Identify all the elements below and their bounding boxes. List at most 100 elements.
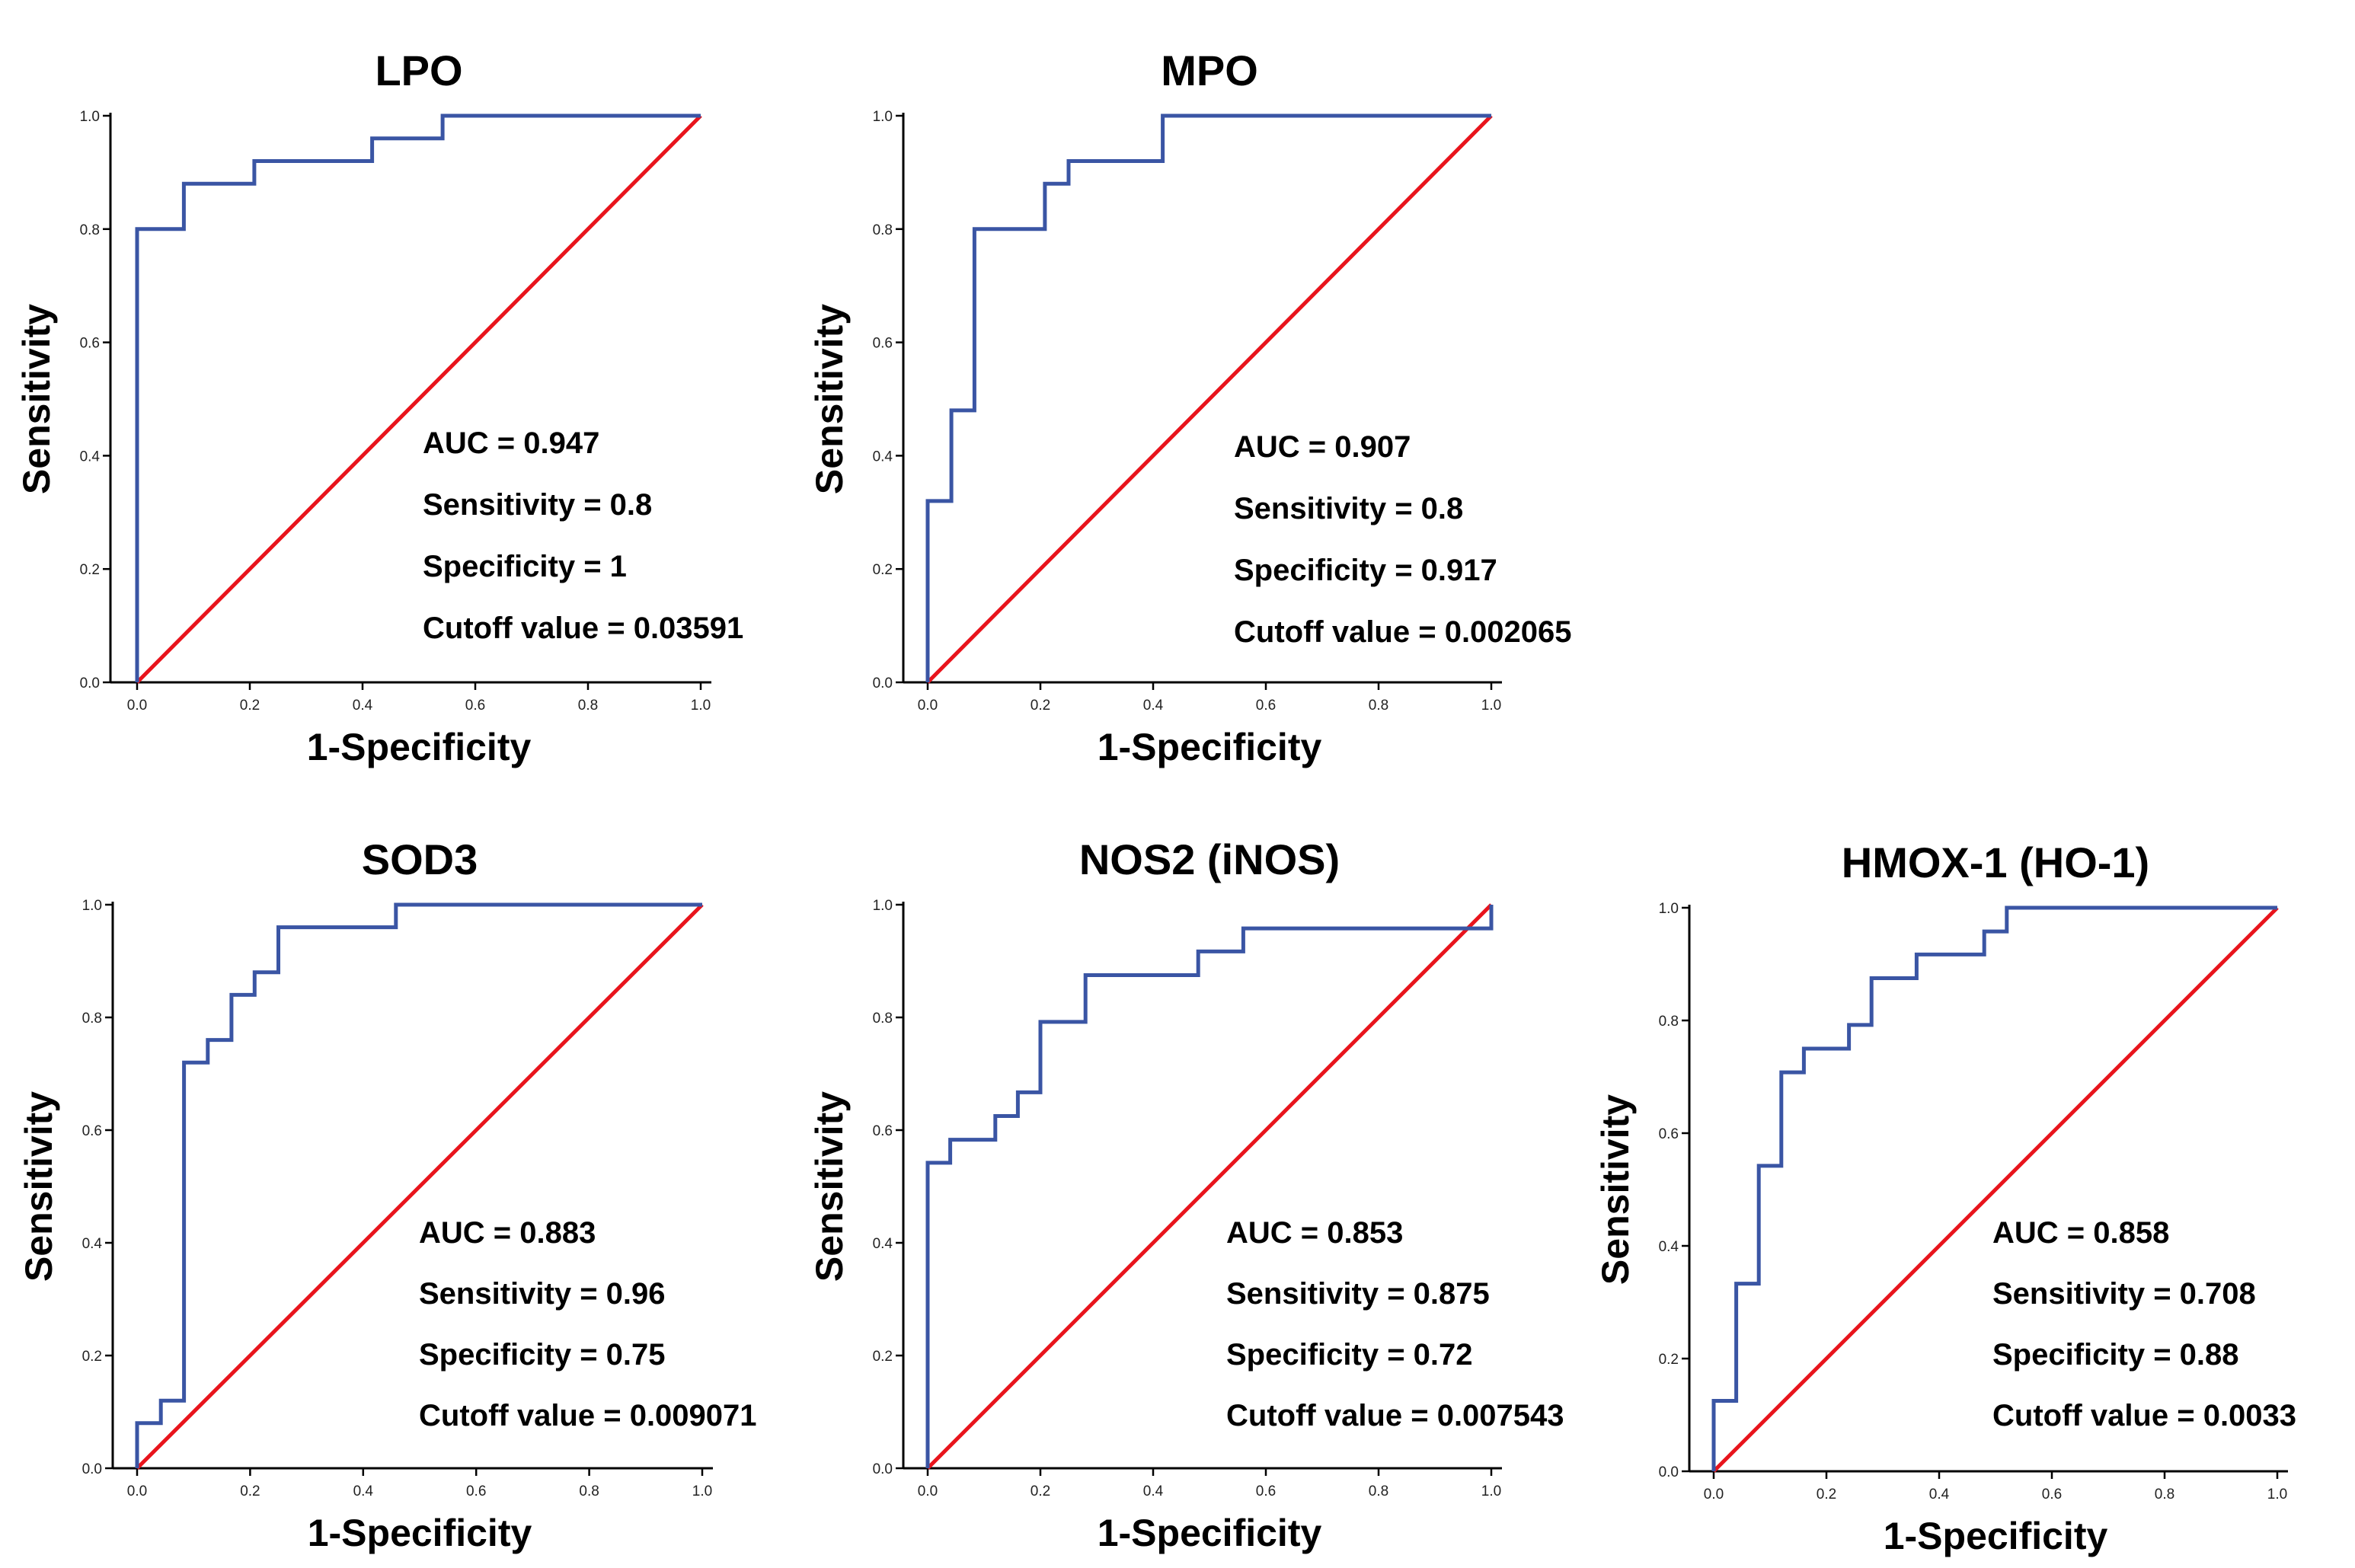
x-tick-label: 0.4 (1929, 1487, 1950, 1503)
x-tick-label: 0.0 (918, 1483, 938, 1499)
x-tick-label: 1.0 (692, 1483, 712, 1499)
stat-annotation: Cutoff value = 0.002065 (1234, 615, 1572, 649)
x-axis-label: 1-Specificity (307, 726, 532, 768)
x-tick-label: 0.2 (1817, 1487, 1836, 1503)
roc-curve-line (135, 113, 701, 682)
x-tick-label: 0.4 (1143, 1483, 1164, 1499)
chart-title: LPO (375, 46, 462, 94)
y-tick-label: 0.8 (80, 222, 100, 238)
y-tick-label: 0.0 (1659, 1464, 1679, 1480)
y-tick-label: 0.8 (1659, 1014, 1679, 1030)
stat-annotation: Specificity = 0.72 (1226, 1338, 1473, 1372)
y-tick-label: 0.2 (873, 562, 893, 578)
y-tick-label: 0.8 (82, 1011, 102, 1027)
roc-curve-line (1711, 905, 2277, 1471)
y-tick-label: 0.6 (82, 1123, 102, 1139)
stat-annotation: Sensitivity = 0.96 (419, 1277, 666, 1311)
stat-annotation: Specificity = 1 (423, 550, 627, 583)
x-tick-label: 0.6 (465, 698, 485, 714)
chart-title: SOD3 (362, 835, 478, 883)
roc-panel-3: NOS2 (iNOS) 0.0 0.2 0.4 0.6 0.8 1.0 0.0 0.2 0.4 0.… (808, 835, 1564, 1554)
chart-title: MPO (1161, 46, 1258, 94)
y-tick-label: 0.4 (82, 1236, 103, 1252)
roc-curve-line (925, 905, 1494, 1468)
stat-annotation: AUC = 0.853 (1226, 1216, 1403, 1250)
y-tick-label: 0.4 (80, 449, 101, 465)
stat-annotation: Cutoff value = 0.03591 (423, 612, 743, 645)
stat-annotation: Specificity = 0.75 (419, 1338, 666, 1372)
reference-diagonal-line (136, 114, 702, 684)
x-tick-label: 0.4 (353, 1483, 374, 1499)
x-tick-label: 1.0 (1481, 698, 1501, 714)
roc-curve-line (925, 113, 1491, 682)
y-tick-label: 0.8 (873, 222, 893, 238)
x-tick-label: 1.0 (2267, 1487, 2287, 1503)
x-tick-label: 0.6 (1256, 1483, 1276, 1499)
x-axis-label: 1-Specificity (1098, 726, 1322, 768)
stat-annotation: Sensitivity = 0.8 (1234, 492, 1463, 525)
stat-annotation: AUC = 0.907 (1234, 430, 1411, 464)
x-tick-label: 0.6 (2042, 1487, 2062, 1503)
x-tick-label: 0.0 (918, 698, 938, 714)
x-tick-label: 0.8 (578, 698, 598, 714)
roc-panel-0: LPO 0.0 0.2 0.4 0.6 0.8 1.0 0.0 0.2 0.4 0.6 0.8 1.0 1… (15, 46, 743, 768)
chart-title: HMOX-1 (HO-1) (1842, 838, 2149, 886)
x-tick-label: 0.4 (353, 698, 373, 714)
stat-annotation: AUC = 0.858 (1992, 1216, 2169, 1250)
x-tick-label: 0.8 (1369, 1483, 1388, 1499)
reference-diagonal-line (1712, 906, 2279, 1473)
stat-annotation: Cutoff value = 0.009071 (419, 1399, 757, 1432)
x-tick-label: 0.6 (1256, 698, 1276, 714)
y-tick-label: 0.6 (80, 336, 100, 352)
y-tick-label: 0.4 (1659, 1239, 1679, 1255)
x-tick-label: 0.0 (127, 1483, 147, 1499)
stat-annotation: Sensitivity = 0.8 (423, 488, 652, 522)
y-tick-label: 1.0 (1659, 901, 1679, 917)
y-tick-label: 0.0 (873, 675, 893, 691)
y-tick-label: 0.6 (873, 336, 893, 352)
y-axis-label: Sensitivity (1594, 1094, 1637, 1285)
x-tick-label: 0.2 (240, 1483, 260, 1499)
x-axis-label: 1-Specificity (308, 1512, 532, 1554)
stat-annotation: Specificity = 0.88 (1992, 1338, 2239, 1372)
y-tick-label: 0.2 (80, 562, 100, 578)
x-tick-label: 0.6 (466, 1483, 486, 1499)
x-axis-label: 1-Specificity (1098, 1512, 1322, 1554)
roc-panel-1: MPO 0.0 0.2 0.4 0.6 0.8 1.0 0.0 0.2 0.4 0.6 0.8 1.0 1… (808, 46, 1572, 768)
x-tick-label: 0.0 (1704, 1487, 1724, 1503)
y-tick-label: 0.6 (1659, 1126, 1679, 1142)
x-tick-label: 0.2 (240, 698, 260, 714)
y-tick-label: 0.6 (873, 1123, 893, 1139)
stat-annotation: Sensitivity = 0.875 (1226, 1277, 1490, 1311)
reference-diagonal-line (926, 903, 1493, 1470)
stat-annotation: Cutoff value = 0.007543 (1226, 1399, 1564, 1432)
x-axis-label: 1-Specificity (1884, 1515, 2108, 1557)
y-tick-label: 0.2 (1659, 1352, 1679, 1368)
y-axis-label: Sensitivity (15, 304, 58, 494)
x-tick-label: 1.0 (691, 698, 711, 714)
y-tick-label: 0.2 (873, 1349, 893, 1365)
y-tick-label: 1.0 (82, 898, 102, 914)
y-axis-label: Sensitivity (808, 1091, 851, 1282)
y-tick-label: 1.0 (873, 898, 893, 914)
stat-annotation: AUC = 0.883 (419, 1216, 596, 1250)
reference-diagonal-line (926, 114, 1493, 684)
stat-annotation: AUC = 0.947 (423, 426, 599, 460)
x-tick-label: 0.8 (579, 1483, 599, 1499)
stat-annotation: Specificity = 0.917 (1234, 554, 1497, 587)
x-tick-label: 1.0 (1481, 1483, 1501, 1499)
roc-curve-line (135, 902, 702, 1468)
stat-annotation: Sensitivity = 0.708 (1992, 1277, 2256, 1311)
y-axis-label: Sensitivity (18, 1091, 60, 1282)
y-tick-label: 0.4 (873, 449, 893, 465)
chart-title: NOS2 (iNOS) (1079, 835, 1340, 883)
roc-panel-4: HMOX-1 (HO-1) 0.0 0.2 0.4 0.6 0.8 1.0 0.0 0.2 0.4… (1594, 838, 2296, 1557)
y-tick-label: 0.4 (873, 1236, 893, 1252)
stat-annotation: Cutoff value = 0.0033 (1992, 1399, 2296, 1432)
x-tick-label: 0.0 (127, 698, 147, 714)
x-tick-label: 0.8 (2155, 1487, 2174, 1503)
y-tick-label: 1.0 (80, 109, 100, 125)
y-tick-label: 0.8 (873, 1011, 893, 1027)
y-axis-label: Sensitivity (808, 304, 851, 494)
y-tick-label: 0.2 (82, 1349, 102, 1365)
